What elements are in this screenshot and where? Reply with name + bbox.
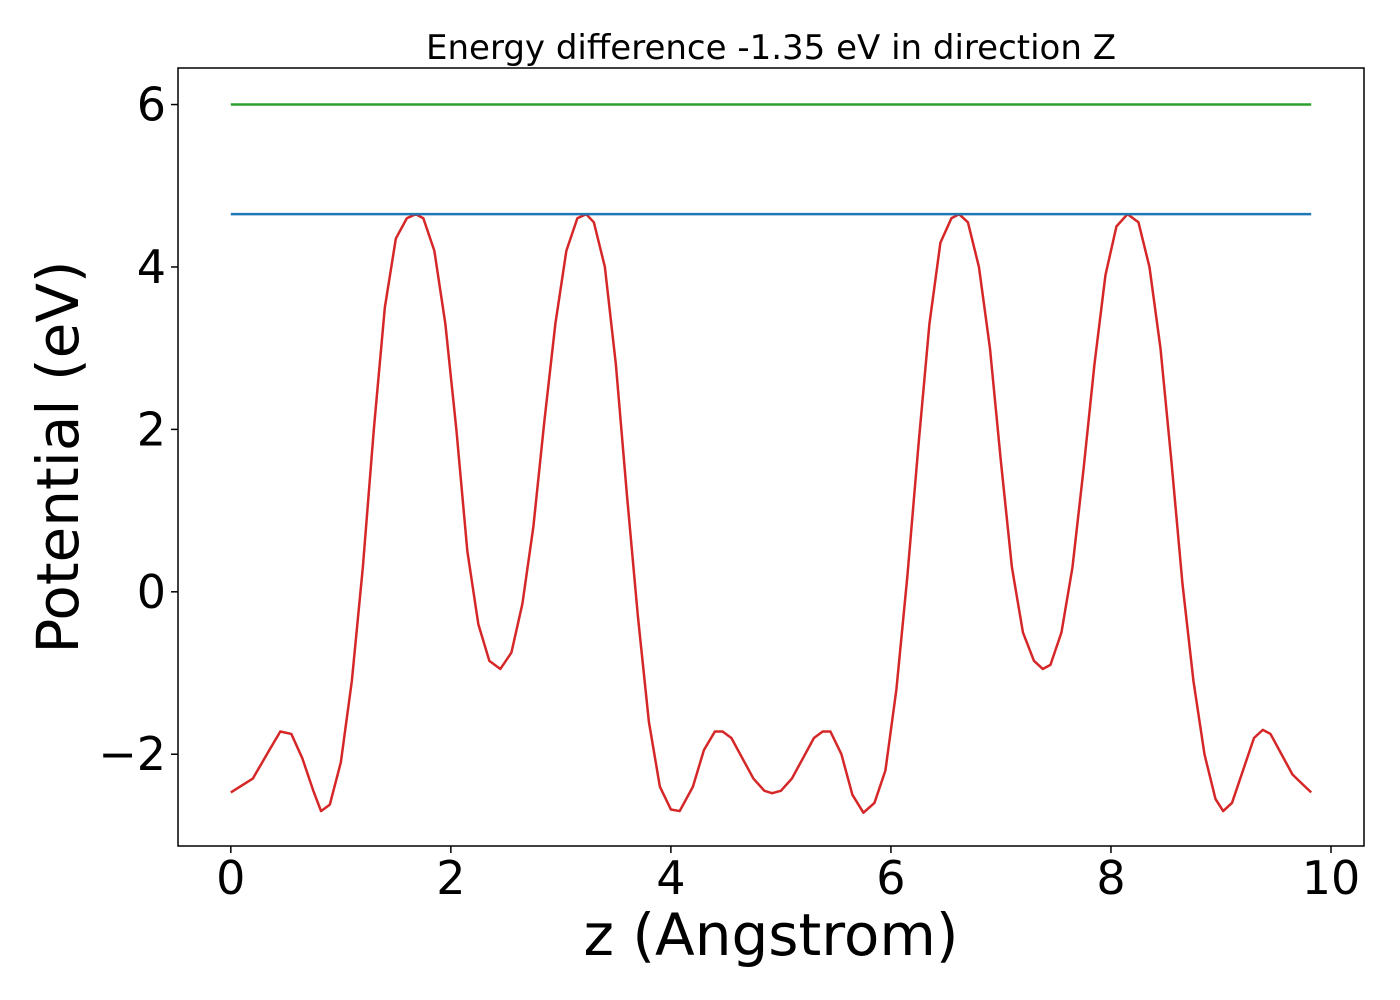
- plot-frame: [177, 67, 1365, 847]
- y-tick-label: 4: [137, 240, 166, 294]
- chart-title: Energy difference -1.35 eV in direction …: [426, 28, 1116, 68]
- y-tick-label: 2: [137, 402, 166, 456]
- series-layer: [230, 103, 1313, 814]
- y-axis-ticks: −2 0 2 4 6: [98, 78, 178, 781]
- x-tick-label: 8: [1096, 851, 1125, 905]
- y-tick-label: 6: [137, 78, 166, 132]
- y-tick-label: −2: [98, 727, 166, 781]
- x-axis-label: z (Angstrom): [584, 901, 959, 969]
- series-line-0: [230, 212, 1313, 814]
- x-tick-label: 6: [876, 851, 905, 905]
- x-axis-ticks: 0 2 4 6 8 10: [216, 846, 1360, 905]
- x-tick-label: 2: [436, 851, 465, 905]
- y-axis-label: Potential (eV): [24, 260, 92, 653]
- x-tick-label: 4: [656, 851, 685, 905]
- x-tick-label: 0: [216, 851, 245, 905]
- y-tick-label: 0: [137, 565, 166, 619]
- x-tick-label: 10: [1302, 851, 1361, 905]
